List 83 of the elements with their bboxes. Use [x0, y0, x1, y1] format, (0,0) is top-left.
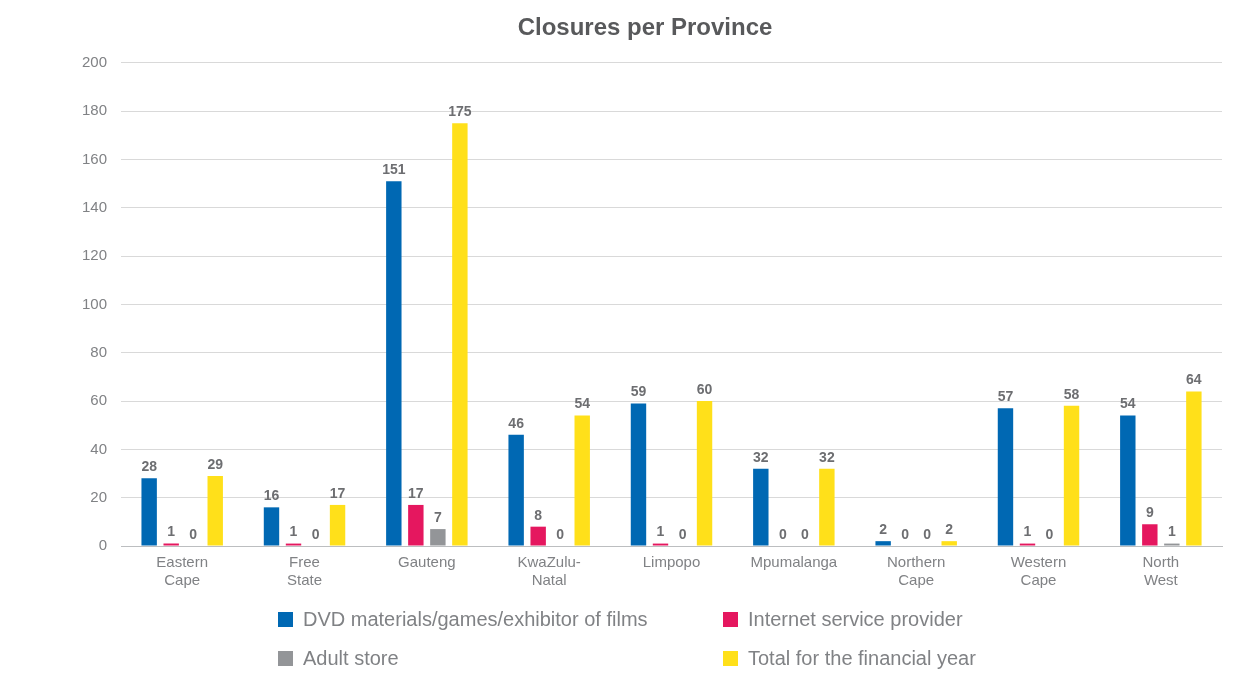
x-tick-label: Free State	[287, 553, 323, 589]
y-tick-label: 40	[90, 439, 108, 457]
bar	[875, 541, 891, 546]
x-tick-label: Northern Cape	[886, 553, 946, 589]
bar	[141, 478, 157, 546]
data-label: 16	[263, 487, 280, 504]
data-label: 29	[207, 455, 224, 472]
bar	[329, 504, 346, 546]
y-tick-label: 100	[82, 294, 108, 312]
bar	[753, 468, 769, 546]
data-label: 46	[508, 414, 525, 431]
x-tick-label: Eastern Cape	[156, 553, 209, 589]
data-label: 1	[656, 523, 665, 540]
bar	[630, 403, 647, 546]
bar	[696, 401, 713, 546]
data-label: 58	[1063, 385, 1080, 402]
x-tick-label: Mpumalanga	[750, 553, 838, 571]
bar	[408, 504, 424, 546]
data-label: 151	[382, 161, 406, 178]
x-tick-label: North West	[1142, 553, 1180, 589]
data-label: 17	[408, 484, 424, 501]
data-label: 1	[1167, 523, 1176, 540]
data-label: 57	[997, 388, 1014, 405]
data-label: 17	[329, 484, 346, 501]
data-label: 64	[1186, 371, 1202, 388]
x-tick-label: KwaZulu-Natal	[517, 553, 581, 589]
bar	[430, 529, 446, 546]
y-tick-label: 180	[82, 101, 108, 119]
bar	[386, 181, 402, 546]
bar	[819, 468, 835, 546]
data-label: 54	[1120, 395, 1136, 412]
bar	[1186, 391, 1202, 546]
y-tick-label: 140	[82, 197, 108, 215]
x-tick-label: Western Cape	[1010, 553, 1067, 589]
chart-title: Closures per Province	[517, 13, 773, 41]
y-tick-label: 200	[82, 52, 108, 70]
data-label: 1	[167, 523, 176, 540]
bar	[1063, 405, 1080, 546]
bar	[530, 526, 546, 546]
y-tick-label: 60	[90, 391, 108, 409]
bar	[1120, 415, 1136, 546]
data-label: 175	[448, 103, 472, 120]
data-label: 60	[696, 380, 713, 397]
bar	[508, 434, 524, 546]
data-label: 0	[901, 525, 910, 542]
data-label: 0	[778, 525, 787, 542]
data-label: 28	[141, 458, 158, 475]
x-tick-label: Limpopo	[642, 553, 701, 571]
legend-label: Internet service provider	[748, 608, 963, 631]
data-label: 0	[800, 525, 809, 542]
bar	[263, 507, 280, 546]
y-tick-label: 20	[90, 487, 108, 505]
y-tick-label: 80	[90, 342, 108, 360]
data-label: 0	[189, 525, 198, 542]
data-label: 32	[819, 448, 835, 465]
data-label: 1	[289, 523, 298, 540]
data-label: 32	[753, 448, 769, 465]
legend-label: Adult store	[303, 647, 399, 670]
bar	[574, 415, 590, 546]
data-label: 8	[534, 506, 543, 523]
data-label: 9	[1145, 504, 1154, 521]
y-tick-label: 160	[82, 149, 108, 167]
data-label: 54	[574, 395, 591, 412]
data-label: 0	[311, 525, 320, 542]
data-label: 0	[556, 525, 565, 542]
bar	[1142, 524, 1158, 546]
x-tick-label: Gauteng	[398, 553, 456, 571]
legend-label: Total for the financial year	[748, 647, 976, 670]
data-label: 2	[945, 521, 954, 538]
data-label: 7	[433, 508, 442, 525]
data-label: 59	[630, 383, 647, 400]
bar	[941, 541, 957, 546]
y-tick-label: 0	[98, 536, 108, 554]
data-label: 1	[1023, 523, 1032, 540]
data-label: 2	[879, 521, 888, 538]
data-label: 0	[1045, 525, 1054, 542]
data-label: 0	[923, 525, 932, 542]
bar	[452, 123, 468, 546]
bar	[997, 408, 1014, 546]
bar	[207, 475, 223, 546]
legend-label: DVD materials/games/exhibitor of films	[303, 608, 648, 631]
y-tick-label: 120	[82, 246, 108, 264]
data-label: 0	[678, 525, 687, 542]
